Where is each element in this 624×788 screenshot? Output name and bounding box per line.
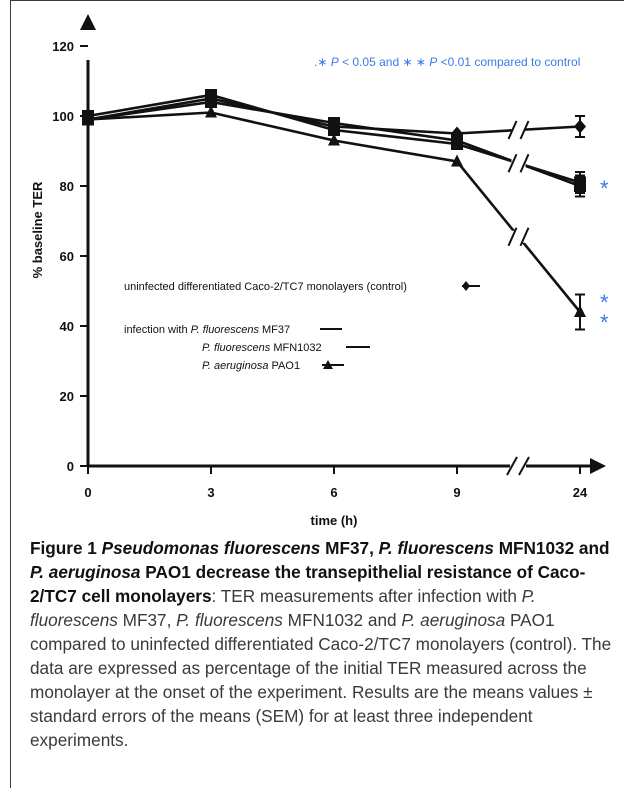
y-tick-label: 80 [60,179,74,194]
y-tick-label: 20 [60,389,74,404]
x-axis-title: time (h) [311,513,358,528]
significance-star-double: ∗ ∗ [402,55,429,69]
y-axis-title: % baseline TER [30,181,45,278]
axes [80,14,606,476]
significance-asterisk: * [600,310,609,335]
y-axis-arrow [80,14,96,30]
series-break-slash [519,153,530,173]
series-break-gap [511,124,526,136]
caption-part: MF37, [117,610,177,630]
x-axis-break-slash [506,456,518,476]
marker-triangle [82,112,94,125]
caption-part: PAO1 compared to uninfected differentiat… [30,610,612,750]
significance-p-symbol: P [429,55,437,69]
legend-marker-triangle [323,360,333,369]
legend-text-part: P. fluorescens [191,324,260,336]
y-tick-label: 120 [52,39,74,54]
caption-part: P. fluorescens [378,538,494,558]
significance-note: .∗ P < 0.05 and ∗ ∗ P <0.01 compared to … [314,55,580,69]
legend-text-part: MFN1032 [270,342,321,354]
caption-part: P. fluorescens [30,586,536,630]
y-tick-label: 40 [60,319,74,334]
marker-triangle [574,305,586,317]
legend-text-part: MF37 [259,324,290,336]
legend-label-mfn1032: P. fluorescens MFN1032 [202,342,322,354]
x-axis-break-slash [518,456,530,476]
significance-star-single: .∗ [314,55,331,69]
legend: uninfected differentiated Caco-2/TC7 mon… [124,281,480,372]
caption-part: P. fluorescens [176,610,283,630]
caption-part: Pseudomonas fluorescens [101,538,321,558]
significance-text-2: <0.01 compared to control [437,55,580,69]
legend-text-part: P. fluorescens [202,342,271,354]
legend-text-part: P. aeruginosa [202,360,268,372]
x-tick-label: 3 [207,485,214,500]
legend-label-control: uninfected differentiated Caco-2/TC7 mon… [124,281,407,293]
series-break-slash [519,120,530,140]
series-break-slash [507,227,518,247]
significance-p-symbol: P [331,55,339,69]
caption-part: P. aeruginosa [30,562,141,582]
x-tick-label: 6 [330,485,337,500]
series-break-gap [511,230,526,243]
marker-square [328,124,340,136]
caption-part: : TER measurements after infection with [211,586,522,606]
significance-asterisk: * [600,176,609,201]
caption-part: P. aeruginosa [401,610,506,630]
series-break-gap [511,157,526,170]
caption-part: MFN1032 and [493,538,610,558]
legend-label-pao1: P. aeruginosa PAO1 [202,360,300,372]
marker-square [574,176,586,189]
chart: 0 20 40 60 80 100 120 0 3 6 9 24 time (h) % baseline … [30,14,609,528]
marker-triangle [328,133,340,146]
series-break-slash [507,120,518,140]
legend-text-part: PAO1 [268,360,300,372]
x-tick-label: 24 [573,485,588,500]
caption-part: MF37, [320,538,379,558]
x-axis-arrow [590,458,606,474]
significance-text-1: < 0.05 and [339,55,403,69]
y-tick-label: 0 [67,459,74,474]
marker-diamond [574,119,586,134]
series-break-slash [507,153,518,173]
caption-part: Figure 1 [30,538,102,558]
figure-caption: Figure 1 Pseudomonas fluorescens MF37, P… [30,536,614,752]
y-tick-label: 100 [52,109,74,124]
figure-frame-left [10,0,11,788]
caption-part: MFN1032 and [282,610,402,630]
marker-square [205,89,217,101]
labels-layer: 0 20 40 60 80 100 120 0 3 6 9 24 time (h) % baseline … [30,39,609,528]
series-layer [82,89,586,331]
series-break-slash [519,227,530,247]
marker-square [451,138,463,150]
figure-frame-top [10,0,624,1]
marker-triangle [451,154,463,167]
significance-asterisk: * [600,290,609,315]
marker-triangle [205,105,217,118]
legend-marker-diamond [462,281,470,291]
x-tick-label: 9 [453,485,460,500]
legend-text-part: uninfected differentiated Caco-2/TC7 mon… [124,281,407,293]
legend-label-mf37: infection with P. fluorescens MF37 [124,324,290,336]
y-tick-label: 60 [60,249,74,264]
x-tick-label: 0 [84,485,91,500]
caption-part: PAO1 decrease the transepithelial resist… [30,562,586,606]
legend-text-part: infection with [124,324,191,336]
